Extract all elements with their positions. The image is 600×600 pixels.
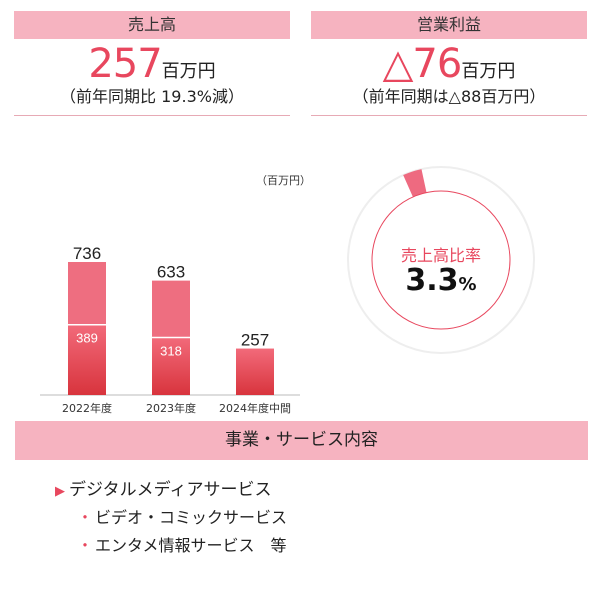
kpi-profit-value-row: △76百万円 [311, 42, 587, 86]
donut-slice-sales-ratio [403, 169, 427, 197]
donut-title: 売上高比率 [400, 246, 481, 265]
bar-lower-segment [236, 348, 274, 395]
kpi-sales-value-row: 257百万円 [14, 42, 290, 86]
kpi-sales-label: 売上高 [14, 11, 290, 39]
bar-lower-segment [152, 337, 190, 395]
kpi-profit-unit: 百万円 [461, 61, 516, 82]
kpi-operating-profit: 営業利益 △76百万円 （前年同期は△88百万円） [311, 11, 587, 116]
kpi-sales-value: 257 [88, 41, 162, 87]
bar-lower-segment [68, 324, 106, 395]
donut-inner-circle [371, 190, 511, 330]
business-sub-item-label: エンタメ情報サービス 等 [95, 536, 287, 555]
triangle-bullet-icon: ▶ [55, 484, 65, 499]
kpi-sales-divider [14, 115, 290, 116]
business-sub-item-label: ビデオ・コミックサービス [95, 508, 288, 527]
dot-bullet-icon: ・ [77, 508, 94, 527]
bar-total-label: 633 [157, 263, 185, 282]
business-sub-item: ・エンタメ情報サービス 等 [55, 532, 287, 560]
donut-value-row: 3.3% [344, 263, 538, 298]
bar-segment-label: 318 [160, 344, 182, 359]
x-tick-label: 2024年度中間 [219, 401, 291, 415]
donut-unit: % [458, 274, 477, 295]
kpi-profit-label: 営業利益 [311, 11, 587, 39]
donut-value: 3.3 [405, 263, 459, 298]
kpi-sales-unit: 百万円 [161, 61, 216, 82]
chart-unit-label: （百万円） [256, 174, 311, 187]
bar-chart: 736 389 2022年度 633 318 2023年度 257 2024年度中間 [40, 244, 300, 415]
dot-bullet-icon: ・ [77, 536, 94, 555]
business-sub-item: ・ビデオ・コミックサービス [55, 504, 287, 532]
kpi-profit-note: （前年同期は△88百万円） [352, 87, 546, 106]
bar-total-label: 736 [73, 244, 101, 263]
kpi-sales: 売上高 257百万円 （前年同期比 19.3%減） [14, 11, 290, 116]
donut-track [347, 166, 535, 354]
kpi-profit-value: △76 [382, 41, 463, 87]
business-main-item-label: デジタルメディアサービス [69, 480, 272, 500]
bar-segment-label: 389 [76, 331, 98, 346]
x-tick-label: 2023年度 [146, 401, 196, 415]
business-list: ▶ デジタルメディアサービス ・ビデオ・コミックサービス ・エンタメ情報サービス … [55, 476, 287, 560]
x-tick-label: 2022年度 [62, 401, 112, 415]
bar-upper-segment [68, 262, 106, 325]
bar-upper-segment [152, 280, 190, 338]
kpi-sales-note: （前年同期比 19.3%減） [60, 87, 244, 106]
business-main-item: ▶ デジタルメディアサービス [55, 476, 287, 504]
business-section-title: 事業・サービス内容 [15, 421, 588, 460]
donut-chart [347, 166, 535, 354]
kpi-profit-divider [311, 115, 587, 116]
bar-total-label: 257 [241, 331, 269, 350]
